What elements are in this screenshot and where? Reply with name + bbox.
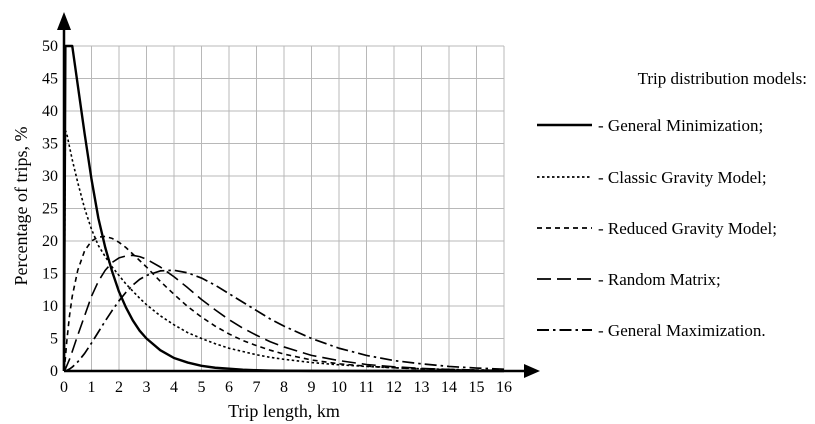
legend-label-4: - General Maximization. — [598, 321, 766, 340]
x-tick-label: 2 — [115, 379, 123, 396]
y-tick-label: 45 — [42, 71, 58, 88]
legend: Trip distribution models: - General Mini… — [537, 69, 807, 340]
y-tick-labels: 0 5 10 15 20 25 30 35 40 45 50 — [42, 38, 58, 380]
y-axis-title: Percentage of trips, % — [11, 127, 31, 286]
legend-label-1: - Classic Gravity Model; — [598, 168, 767, 187]
x-tick-label: 9 — [308, 379, 316, 396]
x-tick-label: 16 — [496, 379, 512, 396]
x-tick-label: 1 — [88, 379, 96, 396]
x-tick-label: 11 — [359, 379, 374, 396]
x-tick-label: 12 — [386, 379, 402, 396]
y-tick-label: 0 — [50, 363, 58, 380]
legend-title: Trip distribution models: — [638, 69, 807, 88]
x-tick-label: 0 — [60, 379, 68, 396]
legend-label-3: - Random Matrix; — [598, 270, 721, 289]
y-tick-label: 10 — [42, 298, 58, 315]
y-tick-label: 20 — [42, 233, 58, 250]
x-tick-label: 15 — [469, 379, 485, 396]
series-line-2 — [63, 235, 505, 372]
y-tick-label: 25 — [42, 201, 58, 218]
x-axis-arrow — [524, 364, 540, 378]
x-tick-label: 5 — [198, 379, 206, 396]
y-tick-label: 30 — [42, 168, 58, 185]
series-line-3 — [63, 254, 505, 372]
x-tick-label: 6 — [225, 379, 233, 396]
x-tick-label: 4 — [170, 379, 178, 396]
x-axis-title: Trip length, km — [228, 401, 340, 421]
y-tick-label: 15 — [42, 266, 58, 283]
y-axis-arrow — [57, 12, 71, 30]
x-tick-label: 3 — [143, 379, 151, 396]
x-tick-label: 14 — [441, 379, 457, 396]
grid — [63, 45, 505, 372]
series-line-4 — [64, 269, 505, 372]
x-tick-label: 13 — [414, 379, 430, 396]
y-tick-label: 5 — [50, 331, 58, 348]
y-tick-label: 50 — [42, 38, 58, 55]
legend-label-0: - General Minimization; — [598, 116, 763, 135]
y-tick-label: 35 — [42, 136, 58, 153]
y-tick-label: 40 — [42, 103, 58, 120]
x-tick-label: 10 — [331, 379, 347, 396]
x-tick-labels: 0 1 2 3 4 5 6 7 8 9 10 11 12 13 14 15 16 — [60, 379, 512, 396]
axes — [57, 12, 540, 378]
legend-label-2: - Reduced Gravity Model; — [598, 219, 777, 238]
x-tick-label: 8 — [280, 379, 288, 396]
x-tick-label: 7 — [253, 379, 261, 396]
